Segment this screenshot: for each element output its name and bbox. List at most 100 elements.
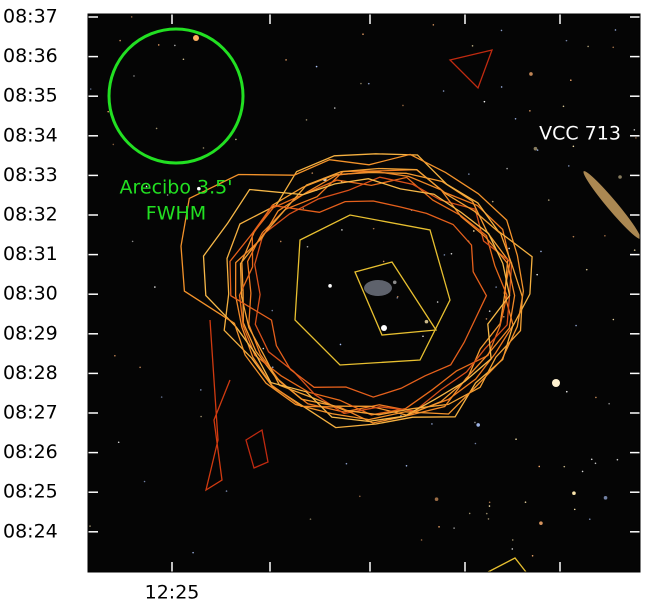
star: [603, 496, 608, 500]
star: [197, 186, 201, 191]
contour-fragment: [245, 428, 269, 469]
contour-fragment: [448, 49, 494, 90]
star: [536, 149, 539, 151]
star: [192, 551, 194, 554]
contour: [234, 170, 516, 424]
contour: [241, 171, 509, 416]
contour: [238, 176, 508, 416]
star: [594, 462, 597, 465]
y-tick-label: 08:37: [3, 6, 58, 28]
star: [453, 527, 455, 529]
inner-contour: [354, 261, 438, 336]
star: [345, 462, 348, 465]
star: [402, 104, 404, 107]
star: [107, 110, 109, 113]
star: [635, 137, 637, 139]
star: [511, 539, 514, 541]
contour: [239, 167, 523, 416]
star: [119, 39, 121, 42]
star: [262, 347, 265, 350]
star: [608, 402, 610, 405]
star: [434, 497, 439, 501]
star: [529, 110, 531, 112]
star: [612, 318, 615, 321]
star: [595, 396, 597, 399]
star: [500, 86, 503, 88]
star: [279, 240, 282, 243]
star: [271, 366, 274, 369]
star: [443, 254, 446, 256]
star: [616, 458, 619, 461]
star: [488, 505, 491, 507]
star: [367, 82, 370, 85]
star: [485, 318, 488, 320]
y-tick-label: 08:25: [3, 481, 58, 503]
star: [500, 29, 503, 32]
contour: [254, 176, 513, 415]
star: [117, 441, 120, 444]
y-tick-label: 08:27: [3, 402, 58, 424]
star: [471, 45, 474, 47]
star: [633, 129, 636, 131]
galaxy-label: VCC 713: [539, 123, 621, 145]
star: [305, 119, 308, 121]
star: [309, 518, 312, 520]
star: [157, 44, 160, 46]
star: [483, 100, 486, 103]
star: [271, 309, 274, 312]
star: [436, 301, 439, 303]
frame: [87, 13, 641, 573]
target-galaxy: [364, 280, 392, 296]
star: [143, 480, 146, 483]
star: [614, 29, 617, 31]
contour: [202, 178, 511, 423]
beam-label: Arecibo 3.5': [120, 177, 233, 199]
star: [392, 280, 397, 285]
star: [474, 442, 477, 445]
star: [468, 512, 471, 515]
star: [160, 396, 163, 398]
star: [362, 33, 364, 35]
star: [145, 185, 148, 188]
star: [382, 260, 385, 263]
star: [612, 46, 615, 49]
star: [315, 65, 318, 68]
star: [508, 247, 510, 250]
star: [339, 343, 342, 346]
star: [573, 508, 576, 511]
star: [202, 147, 205, 149]
star: [572, 235, 575, 238]
star: [511, 548, 514, 550]
y-tick-label: 08:34: [3, 124, 58, 146]
star: [533, 146, 538, 151]
star: [89, 525, 91, 527]
star: [491, 200, 494, 203]
star: [360, 82, 362, 85]
star: [529, 72, 533, 76]
star: [565, 39, 568, 42]
bright-star: [552, 379, 560, 387]
star: [575, 324, 577, 327]
star: [604, 234, 606, 237]
star: [540, 250, 542, 253]
star: [396, 295, 399, 298]
star: [341, 229, 343, 231]
star: [572, 145, 575, 148]
y-tick-label: 08:36: [3, 45, 58, 67]
star: [495, 286, 497, 288]
star: [563, 465, 566, 468]
y-tick-label: 08:32: [3, 204, 58, 226]
star: [565, 390, 568, 393]
star: [432, 24, 435, 26]
star: [438, 526, 440, 528]
y-tick-label: 08:29: [3, 322, 58, 344]
star: [359, 495, 361, 498]
star: [285, 59, 287, 61]
star: [302, 207, 305, 210]
contour: [223, 153, 533, 429]
star: [155, 127, 158, 130]
star: [488, 310, 491, 312]
star: [166, 194, 169, 196]
star: [487, 518, 490, 520]
